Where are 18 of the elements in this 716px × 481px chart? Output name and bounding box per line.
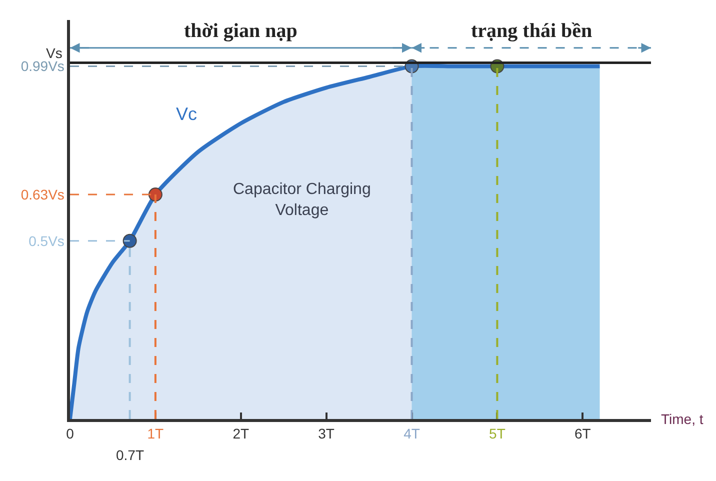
- x-tick-label: 0: [66, 426, 74, 442]
- ref-line-label: 0.7T: [116, 447, 144, 463]
- ref-line-label: Vs: [46, 45, 62, 61]
- annotation: Capacitor Charging Voltage: [233, 181, 371, 219]
- y-tick-label: 0.5Vs: [28, 232, 64, 249]
- x-axis-title: Time, t: [661, 411, 704, 427]
- x-tick-label: 5T: [489, 426, 506, 442]
- annotation: thời gian nạp: [184, 20, 298, 42]
- annotation: trạng thái bền: [471, 20, 592, 42]
- y-tick-label: 0.99Vs: [20, 58, 64, 74]
- series-label: Vc: [176, 104, 198, 124]
- x-tick-label: 2T: [232, 426, 250, 442]
- point: [122, 234, 137, 248]
- x-tick-label: 4T: [404, 426, 420, 442]
- y-tick-label: 0.63Vs: [20, 186, 64, 202]
- x-tick-label: 1T: [147, 426, 164, 442]
- x-tick-label: 3T: [318, 426, 335, 442]
- x-tick-label: 6T: [574, 426, 592, 442]
